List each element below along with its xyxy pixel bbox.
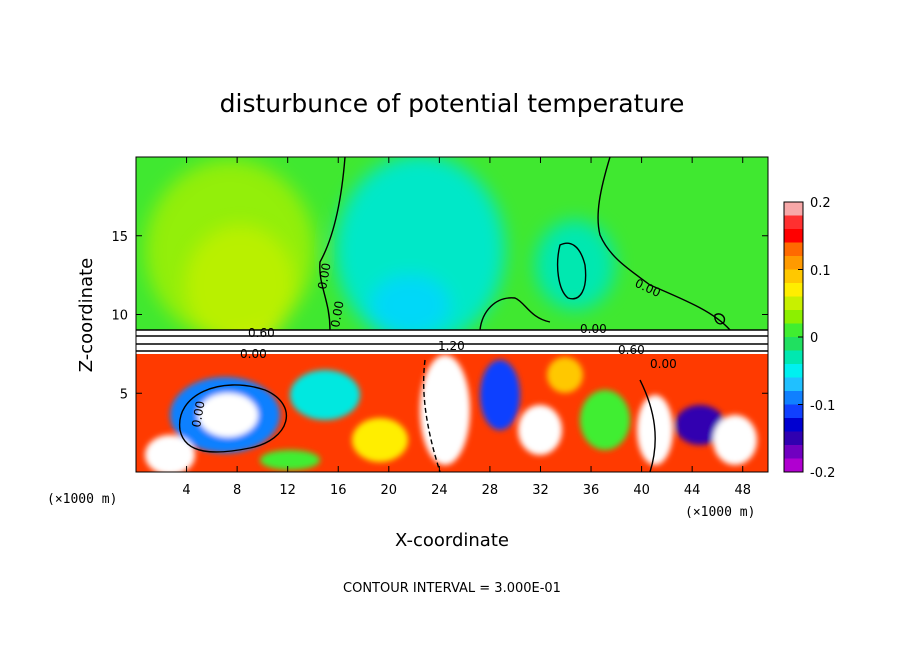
colorbar-swatch: [784, 364, 803, 378]
contour-label: 0.00: [650, 357, 677, 371]
x-tick-label: 24: [431, 483, 448, 498]
colorbar-frame: [783, 201, 804, 473]
chart-title: disturbunce of potential temperature: [220, 89, 685, 118]
x-tick-label: 20: [381, 483, 398, 498]
contour-upper-2: [597, 157, 731, 331]
colorbar-swatch: [784, 296, 803, 311]
colorbar-swatch: [784, 202, 803, 216]
cool-blob-upper-right: [535, 220, 615, 310]
contour-upper-1: [319, 157, 346, 331]
contour-lower-3: [639, 379, 656, 472]
contour-upper-5: [714, 313, 726, 325]
colorbar-swatch: [784, 377, 803, 392]
colorbar-swatch: [784, 350, 803, 365]
z-unit-label: (×1000 m): [685, 505, 755, 520]
warm-blob-upper-left-halo: [145, 160, 315, 340]
contour-label: 1.20: [438, 339, 465, 353]
lower-blob-4: [420, 355, 470, 465]
contour-lines: [136, 157, 768, 472]
lower-blob-12: [260, 450, 320, 470]
lower-blob-6: [518, 405, 562, 455]
colorbar-tick-label: -0.2: [810, 466, 835, 481]
colorbar-swatch: [784, 418, 803, 432]
colorbar-swatch: [784, 215, 803, 230]
y-tick-label: 5: [120, 387, 128, 402]
colorbar-swatch: [784, 404, 803, 419]
x-tick-label: 16: [330, 483, 347, 498]
colorbar: [784, 201, 803, 473]
contour-label: 0.60: [618, 343, 645, 357]
lower-blob-11: [145, 435, 195, 472]
colorbar-swatch: [784, 256, 803, 270]
contour-label: 0.00: [315, 262, 333, 291]
colorbar-swatch: [784, 310, 803, 324]
y-tick-label: 10: [111, 309, 128, 324]
lower-blob-9: [675, 405, 725, 445]
colorbar-swatch: [784, 323, 803, 338]
cool-blob-upper-core: [370, 275, 450, 335]
x-tick-label: 40: [633, 483, 650, 498]
contour-label: 0.00: [328, 300, 346, 329]
contour-label: 0.00: [189, 400, 207, 429]
x-axis: 4 8 12 16 20 24 28 32 36 40 44 48: [182, 157, 751, 498]
contour-interval-note: CONTOUR INTERVAL = 3.000E-01: [343, 581, 561, 596]
colorbar-swatch: [784, 458, 803, 473]
contour-label: 0.00: [240, 347, 267, 361]
heatmap-field: [136, 157, 768, 472]
contour-upper-4: [479, 297, 551, 331]
colorbar-tick-labels: 0.2 0.1 0 -0.1 -0.2: [810, 196, 835, 481]
x-axis-label: X-coordinate: [395, 530, 509, 551]
lower-blob-10: [713, 415, 757, 465]
x-tick-label: 48: [734, 483, 751, 498]
contour-label: 0.60: [248, 326, 275, 340]
lower-blob-13: [547, 357, 583, 393]
x-unit-label: (×1000 m): [47, 492, 117, 507]
colorbar-tick-label: 0.1: [810, 264, 831, 279]
y-axis-label: Z-coordinate: [76, 258, 97, 373]
colorbar-tick-label: 0.2: [810, 196, 831, 211]
lower-blob-1-core: [198, 393, 258, 437]
colorbar-tick-label: 0: [810, 331, 818, 346]
inversion-layer: [136, 330, 768, 354]
contour-lower-1: [179, 384, 287, 453]
colorbar-swatch: [784, 242, 803, 257]
colorbar-swatch: [784, 283, 803, 297]
y-axis: 5 10 15: [111, 230, 768, 402]
lower-blob-3: [352, 418, 408, 462]
x-tick-label: 32: [532, 483, 549, 498]
colorbar-swatch: [784, 431, 803, 446]
x-tick-label: 4: [182, 483, 190, 498]
colorbar-swatch: [784, 445, 803, 459]
contour-lower-2: [422, 359, 441, 472]
lower-blob-7: [580, 390, 630, 450]
colorbar-swatch: [784, 269, 803, 284]
lower-blob-5: [480, 360, 520, 430]
colorbar-swatch: [784, 337, 803, 351]
x-tick-label: 36: [583, 483, 600, 498]
colorbar-tick-label: -0.1: [810, 399, 835, 414]
lower-blob-2: [290, 370, 360, 420]
x-tick-label: 44: [684, 483, 701, 498]
x-tick-label: 8: [233, 483, 241, 498]
y-tick-label: 15: [111, 230, 128, 245]
contour-upper-3: [556, 242, 587, 300]
colorbar-swatch: [784, 229, 803, 243]
colorbar-swatch: [784, 391, 803, 405]
x-tick-label: 12: [279, 483, 296, 498]
x-tick-label: 28: [482, 483, 499, 498]
contour-label: 0.00: [580, 322, 607, 336]
